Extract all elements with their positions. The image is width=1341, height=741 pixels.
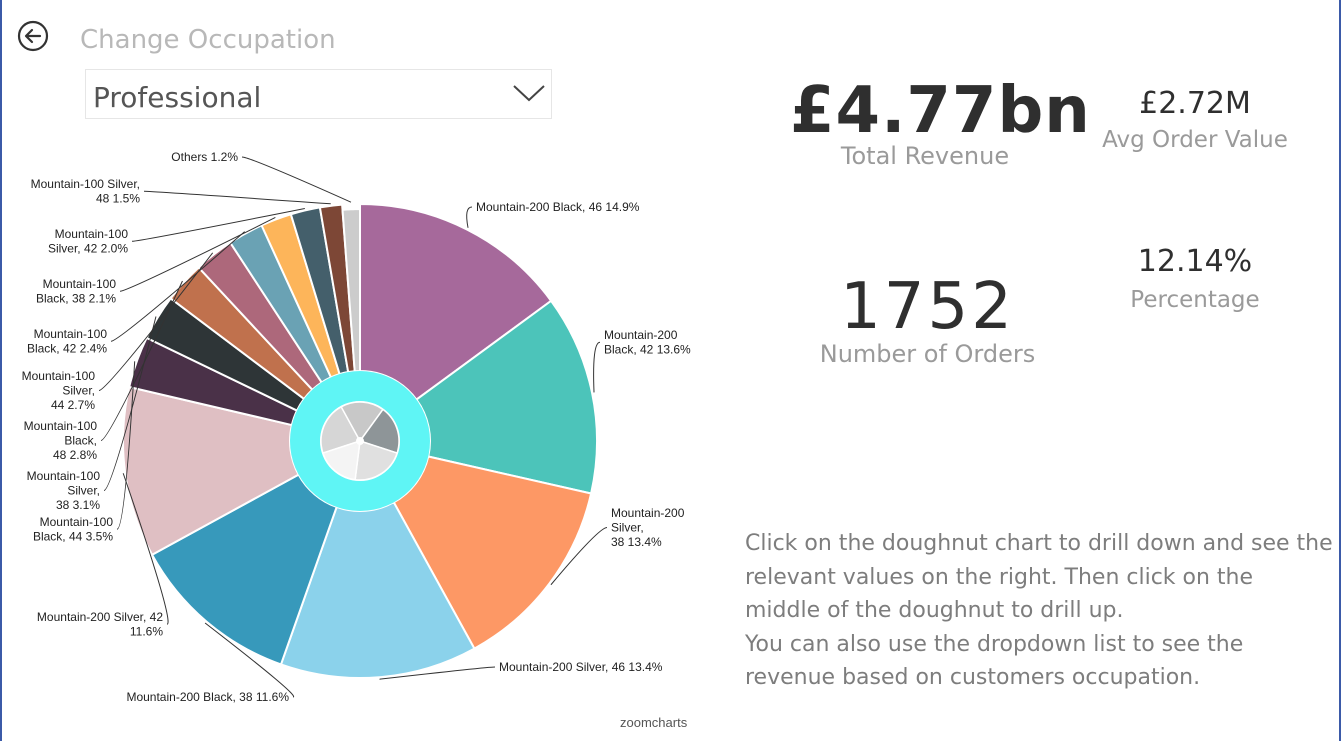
page-title: Change Occupation [80,25,336,55]
instructions-line-1: Click on the doughnut chart to drill dow… [745,531,1333,623]
instructions-line-2: You can also use the dropdown list to se… [745,631,1244,691]
slice-label: Mountain-100 Silver, 48 1.5% [31,177,141,206]
percentage-label: Percentage [1130,287,1260,313]
slice-label: Mountain-200 Black, 38 11.6% [126,690,289,704]
mini-pie-slice [358,408,400,454]
slice-label: Mountain-100 Black, 48 2.8% [24,419,98,462]
label-leader-line [143,190,331,205]
percentage-value: 12.14% [1137,244,1253,279]
slice-label: Mountain-200 Black, 42 13.6% [604,328,691,357]
avg-order-value-value: £2.72M [1139,86,1251,121]
slice-label: Mountain-100 Silver, 38 3.1% [27,469,101,512]
label-leader-line [550,527,608,586]
window-frame-left [0,0,2,741]
label-leader-line [204,622,295,698]
total-revenue-value: £4.77bn [790,74,1091,148]
window-frame-right [1339,0,1341,741]
label-leader-line [100,280,183,441]
kpi-percentage: 12.14% Percentage [1100,244,1290,313]
label-leader-line [98,252,214,391]
slice-label: Mountain-200 Black, 46 14.9% [476,200,640,214]
label-leader-line [103,316,157,491]
kpi-total-revenue: £4.77bn Total Revenue [790,74,1091,170]
slice-label: Mountain-200 Silver, 42 11.6% [37,610,163,639]
kpi-avg-order-value: £2.72M Avg Order Value [1090,86,1300,153]
label-leader-line [466,206,473,228]
slice-label: Mountain-100 Black, 42 2.4% [27,327,107,356]
slice-label: Others 1.2% [171,150,238,164]
chevron-down-icon [513,85,545,102]
slice-label: Mountain-200 Silver, 46 13.4% [499,660,663,674]
slice-label: Mountain-200 Silver, 38 13.4% [611,506,685,549]
number-of-orders-label: Number of Orders [819,340,1036,368]
label-leader-line [110,231,245,342]
center-dot [356,437,364,445]
mini-pie-slice [320,405,362,454]
label-leader-line [119,217,276,292]
doughnut-chart[interactable]: Mountain-200 Black, 46 14.9% Mountain-200… [0,130,720,741]
slice-label: Mountain-100 Silver, 42 2.0% [48,227,128,256]
label-leader-line [122,473,169,625]
zoomcharts-logo: zoomcharts [620,715,688,730]
mini-pie-slice [321,439,361,481]
kpi-number-of-orders: 1752 Number of Orders [800,270,1055,368]
slice-label: Mountain-100 Black, 44 3.5% [33,515,113,544]
mini-pie-slice [354,440,399,481]
label-leader-line [116,361,136,530]
mini-pie-slice [340,401,384,443]
back-arrow-circle-icon[interactable] [17,20,49,52]
total-revenue-label: Total Revenue [840,142,1010,170]
occupation-dropdown-value: Professional [93,81,262,114]
label-leader-line [593,341,601,393]
occupation-dropdown[interactable]: Professional [85,69,552,119]
label-leader-line [131,207,305,242]
slice-label: Mountain-100 Silver, 44 2.7% [22,369,96,412]
number-of-orders-value: 1752 [840,270,1015,344]
doughnut-slice[interactable] [341,201,361,373]
instructions-text: Click on the doughnut chart to drill dow… [745,527,1335,695]
avg-order-value-label: Avg Order Value [1102,127,1288,153]
label-leader-line [241,156,352,203]
slice-label: Mountain-100 Black, 38 2.1% [36,277,116,306]
label-leader-line [379,666,496,680]
